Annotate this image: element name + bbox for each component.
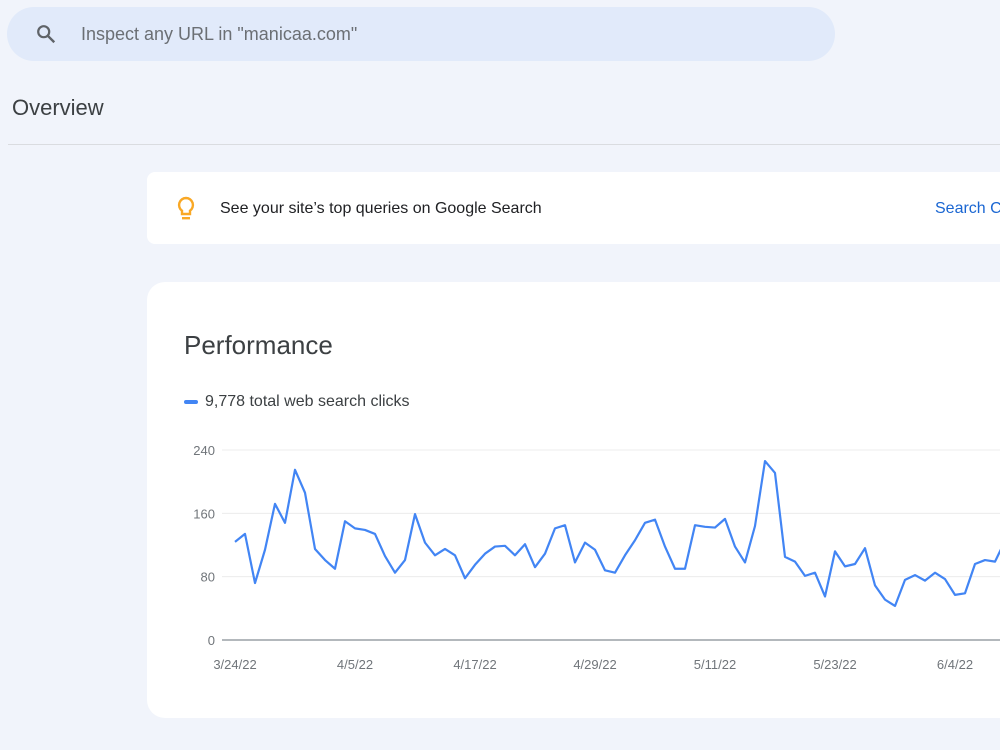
y-tick-label: 0 [208, 633, 215, 648]
x-tick-label: 5/11/22 [694, 657, 736, 672]
search-icon [37, 25, 56, 44]
tip-link[interactable]: Search C [935, 200, 1000, 217]
divider [8, 144, 1000, 145]
url-inspection-input[interactable] [79, 22, 783, 46]
legend-swatch [184, 400, 198, 404]
performance-chart: 0 80 160 240 3/24/22 4/5/22 4/17/22 4/29/22 5/11… [193, 443, 1000, 672]
tip-text: See your site’s top queries on Google Se… [220, 200, 542, 217]
url-inspection-search[interactable] [7, 7, 835, 61]
y-tick-label: 80 [201, 570, 215, 585]
x-tick-label: 4/5/22 [337, 657, 373, 672]
tip-card: See your site’s top queries on Google Se… [147, 172, 1000, 244]
legend-label: 9,778 total web search clicks [205, 393, 410, 410]
chart-legend: 9,778 total web search clicks [184, 393, 410, 411]
x-tick-label: 3/24/22 [213, 657, 256, 672]
performance-title[interactable]: Performance [184, 330, 333, 360]
lightbulb-icon [177, 196, 195, 220]
x-tick-label: 6/4/22 [937, 657, 973, 672]
clicks-series-line [234, 459, 1000, 608]
performance-card: Performance 9,778 total web search click… [147, 282, 1000, 718]
page-title: Overview [12, 95, 104, 120]
x-tick-label: 5/23/22 [813, 657, 856, 672]
x-tick-label: 4/29/22 [573, 657, 616, 672]
y-tick-label: 240 [193, 443, 215, 458]
x-tick-label: 4/17/22 [453, 657, 496, 672]
y-tick-label: 160 [193, 506, 215, 521]
